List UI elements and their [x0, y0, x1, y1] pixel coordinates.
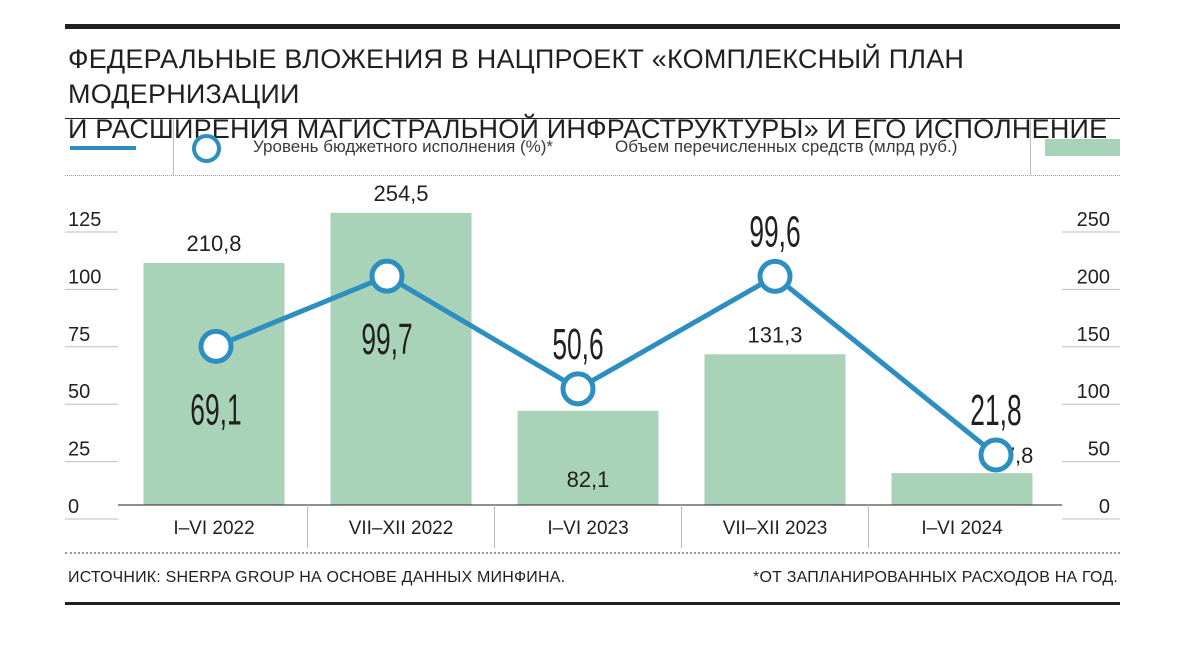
chart-title-line-1: ФЕДЕРАЛЬНЫЕ ВЛОЖЕНИЯ В НАЦПРОЕКТ «КОМПЛЕ…	[68, 44, 965, 109]
left-axis-tick-label: 100	[68, 266, 101, 288]
line-value-label: 21,8	[970, 385, 1021, 435]
right-axis-tick-label: 200	[1077, 266, 1110, 288]
title-divider	[65, 118, 1120, 119]
line-value-label: 99,6	[749, 206, 800, 256]
left-axis-tick-label: 0	[68, 496, 79, 518]
line-value-label: 50,6	[552, 319, 603, 369]
line-point-5	[978, 437, 1014, 473]
bar-2	[330, 212, 472, 506]
right-axis-tick-label: 0	[1099, 496, 1110, 518]
line-point-4	[757, 258, 793, 294]
line-layer	[198, 258, 1014, 473]
x-axis: I–VI 2022 VII–XII 2022 I–VI 2023 VII–XII 20…	[118, 504, 1062, 548]
legend-label-execution: Уровень бюджетного исполнения (%)*	[253, 137, 554, 156]
right-axis-tick-label: 50	[1088, 439, 1110, 461]
x-axis-category-label: VII–XII 2022	[349, 518, 454, 539]
right-axis: 0 50 100 150 200 250	[1062, 209, 1120, 520]
bar-value-label: 131,3	[747, 322, 802, 347]
legend-separator-right	[1030, 119, 1031, 175]
top-rule	[65, 24, 1120, 29]
x-axis-category-label: I–VI 2022	[173, 518, 254, 539]
footnote: *ОТ ЗАПЛАНИРОВАННЫХ РАСХОДОВ НА ГОД.	[753, 569, 1118, 586]
bar-3	[517, 410, 659, 505]
legend-circle-marker-icon	[192, 134, 221, 163]
bar-5	[891, 473, 1033, 505]
line-value-label: 69,1	[190, 384, 241, 434]
legend-line-swatch	[70, 146, 136, 150]
right-axis-tick-label: 100	[1077, 381, 1110, 403]
legend-label-funds: Объем перечисленных средств (млрд руб.)	[615, 137, 958, 156]
left-axis: 0 25 50 75 100 125	[65, 209, 118, 520]
footer-divider	[65, 552, 1120, 554]
bar-value-label: 210,8	[186, 231, 241, 256]
right-axis-tick-label: 150	[1077, 324, 1110, 346]
bar-4	[704, 354, 846, 505]
chart-title: ФЕДЕРАЛЬНЫЕ ВЛОЖЕНИЯ В НАЦПРОЕКТ «КОМПЛЕ…	[68, 42, 1118, 147]
left-axis-tick-label: 125	[68, 209, 101, 231]
source-note: ИСТОЧНИК: SHERPA GROUP НА ОСНОВЕ ДАННЫХ …	[68, 569, 566, 586]
x-axis-category-label: VII–XII 2023	[723, 518, 828, 539]
left-axis-tick-label: 75	[68, 324, 90, 346]
bar-value-label: 254,5	[373, 181, 428, 206]
right-axis-tick-label: 250	[1077, 209, 1110, 231]
line-labels-layer: 69,1 99,7 50,6 99,6 21,8	[190, 206, 1021, 434]
line-value-label: 99,7	[361, 314, 412, 364]
legend-separator	[173, 119, 174, 175]
x-axis-category-label: I–VI 2024	[921, 518, 1003, 539]
line-point-2	[369, 258, 405, 294]
legend: Уровень бюджетного исполнения (%)* Объем…	[65, 119, 1120, 175]
left-axis-tick-label: 25	[68, 439, 90, 461]
bars-layer	[143, 212, 1033, 506]
x-axis-category-label: I–VI 2023	[547, 518, 628, 539]
bar-value-label: 82,1	[567, 467, 610, 492]
line-point-1	[198, 328, 234, 364]
left-axis-tick-label: 50	[68, 381, 90, 403]
bottom-rule	[65, 602, 1120, 605]
line-point-3	[560, 371, 596, 407]
bar-1	[143, 263, 285, 505]
legend-divider	[65, 175, 1120, 176]
legend-bar-swatch	[1045, 139, 1120, 156]
chart-title-line-2: И РАСШИРЕНИЯ МАГИСТРАЛЬНОЙ ИНФРАСТРУКТУР…	[68, 114, 1108, 144]
